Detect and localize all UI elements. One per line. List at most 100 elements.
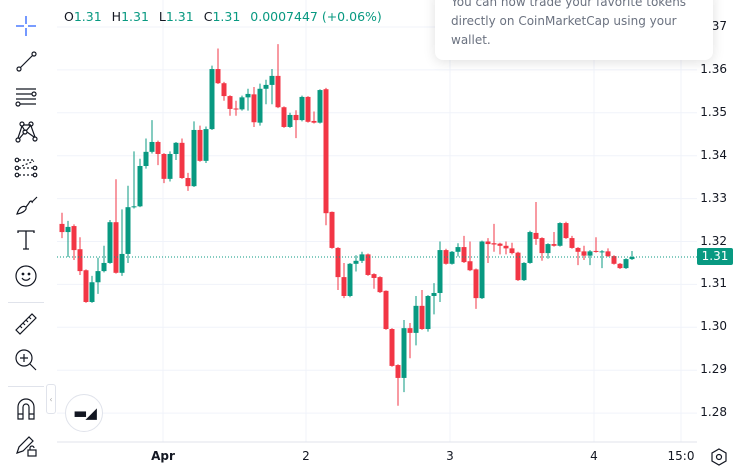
candle: [521, 262, 527, 281]
emoji-icon[interactable]: [8, 261, 44, 291]
candle: [461, 235, 467, 263]
candle: [215, 48, 221, 85]
candle-body: [215, 69, 221, 84]
candle: [563, 221, 569, 239]
candle: [449, 250, 455, 265]
projection-icon[interactable]: [8, 153, 44, 183]
open-label: O: [64, 9, 74, 24]
ruler-icon[interactable]: [8, 309, 44, 339]
candle: [59, 212, 65, 239]
candle: [233, 100, 239, 116]
candle: [263, 79, 269, 105]
candle: [539, 237, 545, 261]
candle-body: [521, 262, 527, 281]
candle: [71, 224, 77, 260]
candle: [509, 242, 515, 255]
lock-drawings-icon[interactable]: [8, 431, 44, 461]
candle: [77, 237, 83, 275]
candle-body: [71, 226, 77, 251]
candle-body: [539, 238, 545, 254]
candle: [347, 262, 353, 298]
pattern-icon[interactable]: [8, 116, 44, 146]
candle-body: [449, 251, 455, 264]
zoom-in-icon[interactable]: [8, 345, 44, 375]
text-icon[interactable]: [8, 225, 44, 255]
candle: [515, 251, 521, 281]
candle: [293, 110, 299, 139]
candle-body: [617, 263, 623, 269]
candle-body: [467, 261, 473, 271]
candle-body: [587, 251, 593, 256]
candle-body: [557, 223, 563, 246]
candle-body: [581, 251, 587, 256]
candle: [125, 185, 131, 263]
candle: [575, 247, 581, 266]
candle-body: [269, 75, 275, 85]
candle-body: [365, 254, 371, 275]
candle: [65, 220, 71, 257]
candle-body: [413, 305, 419, 333]
collapse-toolbar-button[interactable]: ‹: [46, 384, 56, 414]
time-tick-label: 15:0: [667, 449, 695, 463]
candle-body: [533, 232, 539, 239]
candle: [167, 151, 173, 182]
candle-body: [503, 245, 509, 249]
price-tick-label: 1.33: [700, 190, 727, 205]
candle: [389, 328, 395, 367]
candle: [335, 247, 341, 290]
change-value: 0.0007447 (+0.06%): [250, 9, 382, 24]
candle-body: [563, 223, 569, 239]
candle-body: [401, 328, 407, 378]
toolbar-divider: [8, 302, 44, 303]
candle: [311, 111, 317, 124]
candle-body: [83, 270, 89, 302]
candle-body: [575, 247, 581, 252]
candle-body: [59, 223, 65, 233]
fib-retracement-icon[interactable]: [8, 81, 44, 111]
candle-body: [479, 241, 485, 299]
candle: [611, 255, 617, 265]
magnet-icon[interactable]: [8, 394, 44, 424]
candle-body: [143, 151, 149, 166]
candle-body: [281, 107, 287, 127]
candle: [377, 276, 383, 293]
candle: [395, 364, 401, 406]
candle: [605, 248, 611, 257]
brush-icon[interactable]: [8, 190, 44, 220]
candle-body: [113, 222, 119, 273]
close-value: 1.31: [212, 9, 241, 24]
price-tick-label: 1.30: [700, 319, 727, 334]
candle-body: [149, 141, 155, 152]
candle: [413, 295, 419, 346]
candle-body: [569, 238, 575, 248]
settings-icon[interactable]: [710, 448, 728, 466]
trend-line-icon[interactable]: [8, 46, 44, 76]
candle-body: [305, 96, 311, 122]
candle: [257, 83, 263, 126]
candle: [557, 222, 563, 247]
crosshair-icon[interactable]: [8, 11, 44, 41]
candle: [221, 81, 227, 101]
notification-popup[interactable]: You can now trade your favorite tokens d…: [435, 0, 713, 60]
candle: [401, 320, 407, 393]
candle-body: [443, 250, 449, 264]
candle: [467, 241, 473, 272]
candle: [317, 89, 323, 124]
candle: [329, 211, 335, 249]
candle: [275, 44, 281, 109]
candle: [353, 255, 359, 272]
price-tick-label: 1.31: [700, 276, 727, 291]
price-tick-label: 1.32: [700, 233, 727, 248]
candle-body: [221, 83, 227, 97]
time-tick-label: 2: [302, 449, 310, 463]
candle: [197, 125, 203, 162]
candle: [443, 248, 449, 265]
candle: [137, 158, 143, 208]
tradingview-logo[interactable]: ▬◢: [65, 394, 103, 432]
candle-body: [323, 89, 329, 214]
candle-body: [137, 165, 143, 207]
high-label: H: [111, 9, 122, 24]
candle-body: [131, 206, 137, 208]
drawing-toolbar: [0, 0, 52, 470]
